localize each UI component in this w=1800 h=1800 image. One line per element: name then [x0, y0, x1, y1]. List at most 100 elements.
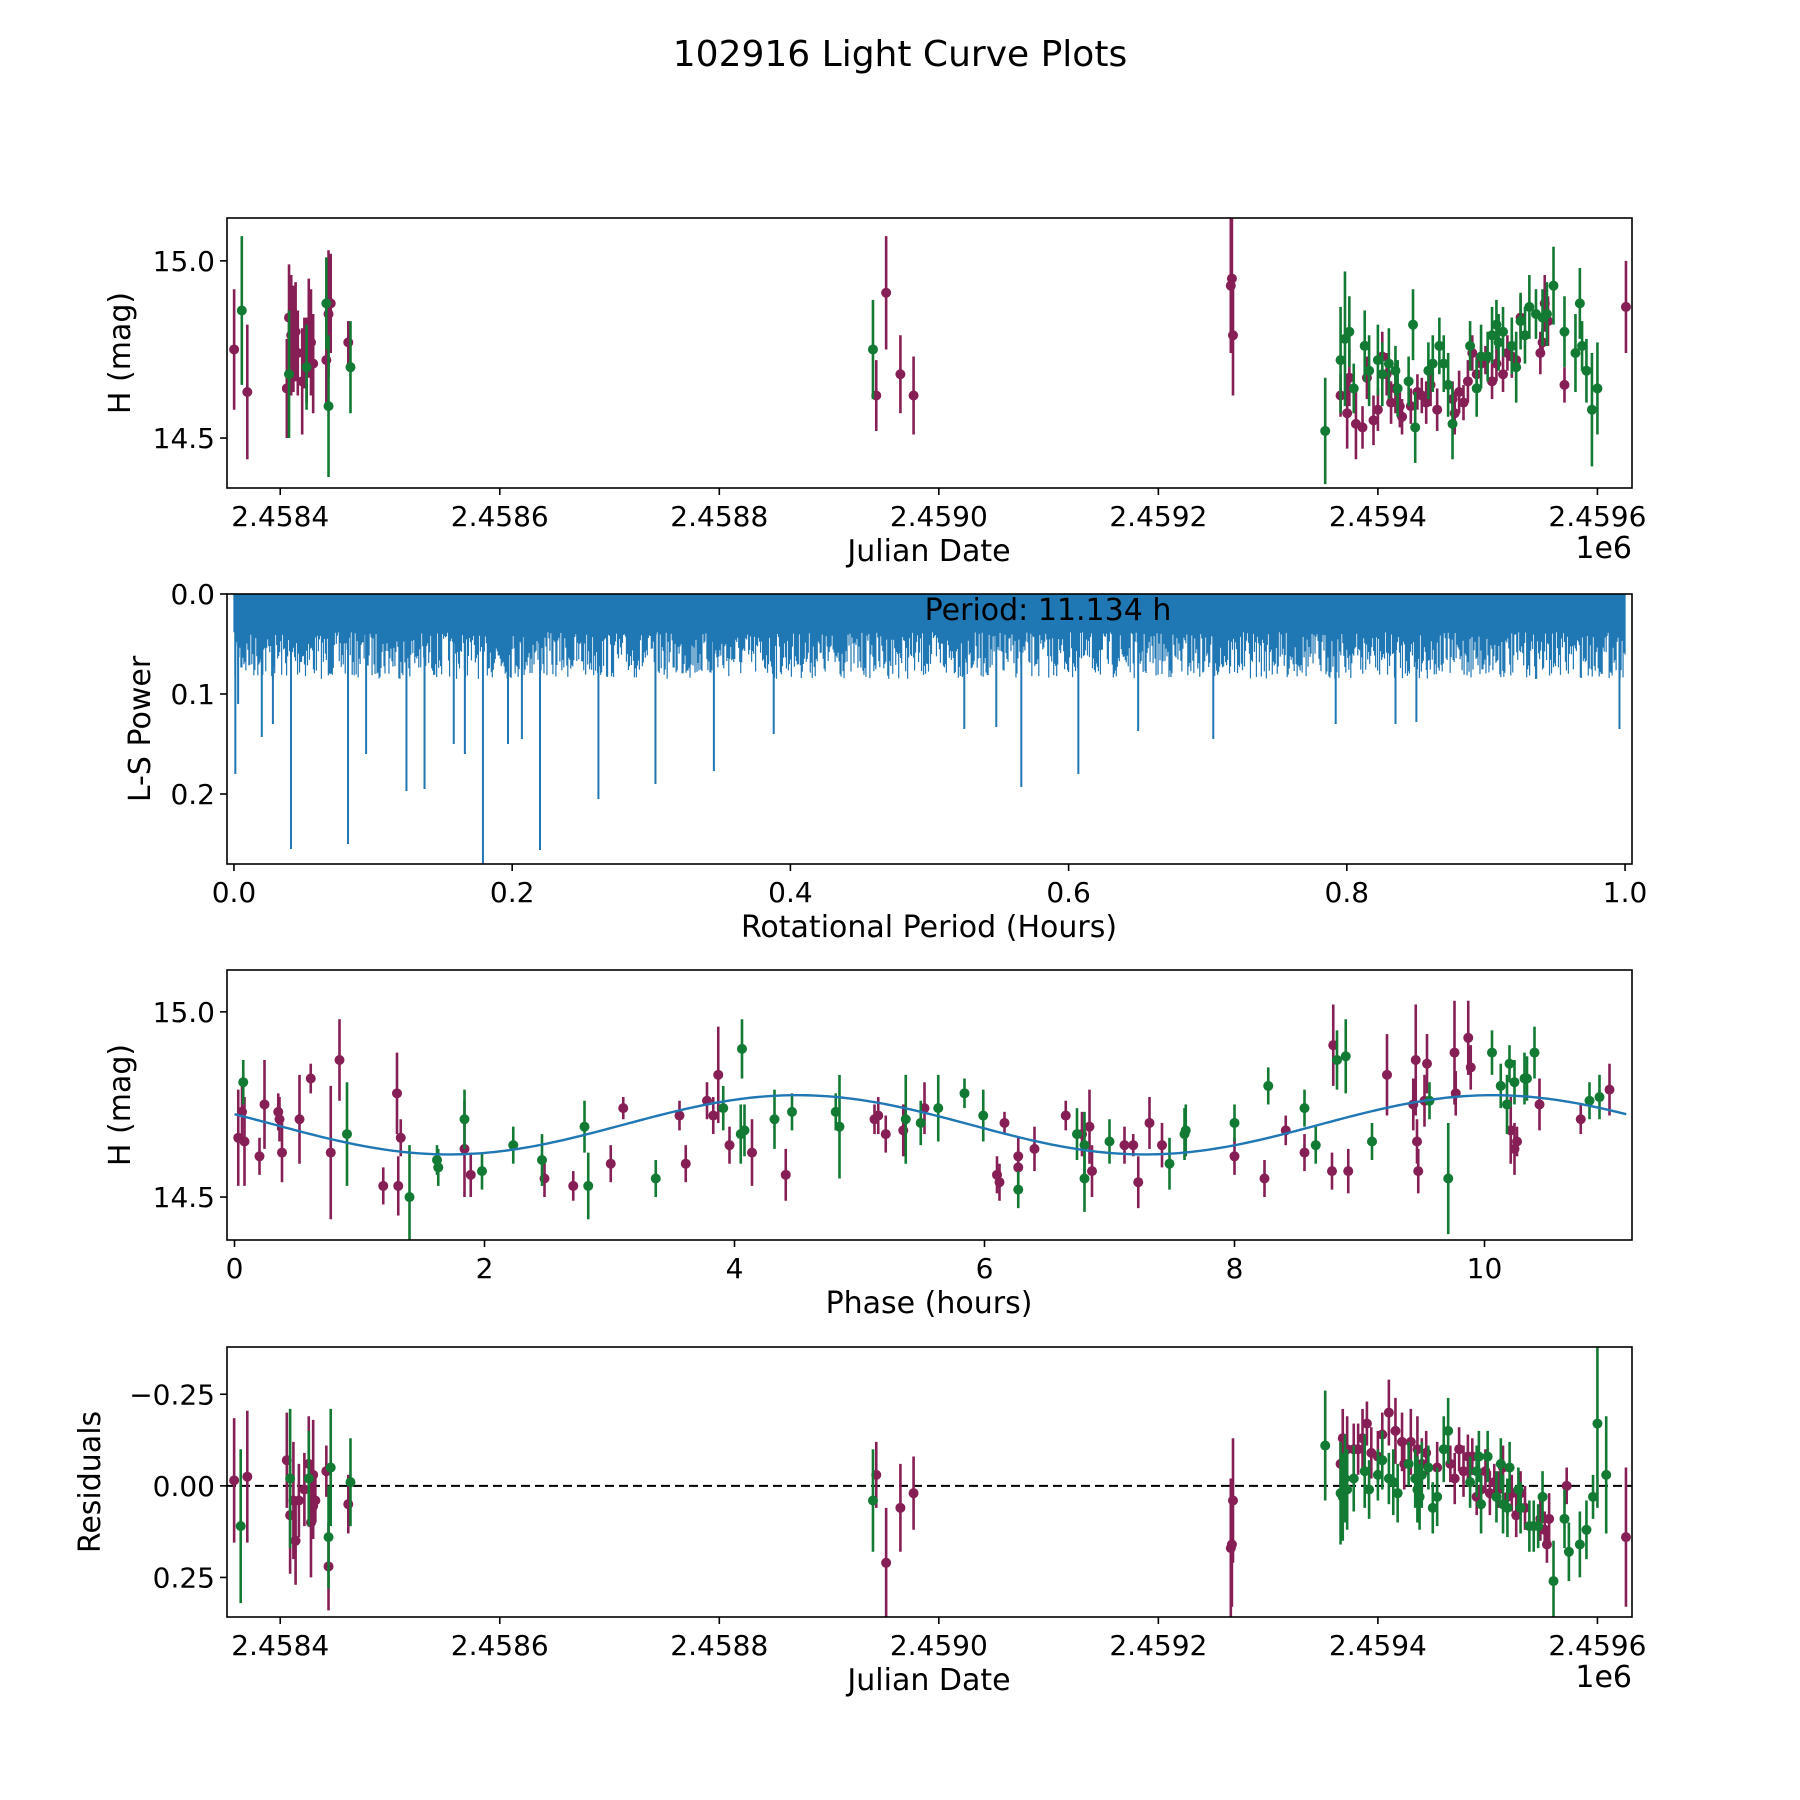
data-point	[1128, 1140, 1139, 1151]
data-point	[1449, 1473, 1460, 1484]
data-point	[1344, 326, 1355, 337]
data-point	[780, 1169, 791, 1180]
data-point	[1581, 1524, 1592, 1535]
data-point	[325, 1462, 336, 1473]
data-point	[1157, 1140, 1167, 1151]
data-point	[1432, 1491, 1443, 1502]
data-point	[739, 1125, 750, 1136]
data-point	[1342, 408, 1353, 419]
data-point	[583, 1180, 594, 1191]
data-point	[1493, 337, 1504, 348]
data-point	[242, 386, 253, 397]
data-point	[1575, 1114, 1586, 1125]
data-point	[301, 362, 312, 373]
data-point	[1072, 1129, 1082, 1140]
periodogram-x-label: Rotational Period (Hours)	[741, 910, 1117, 945]
data-point	[1443, 1173, 1454, 1184]
data-point	[342, 1129, 352, 1140]
data-point	[1471, 383, 1482, 394]
data-point	[325, 1147, 336, 1158]
x-tick-label: 2.4590	[890, 1629, 988, 1662]
data-point	[1604, 1084, 1615, 1095]
data-point	[1372, 1469, 1383, 1480]
phase-folded-axes-frame	[226, 969, 1633, 1241]
x-tick-label: 2.4592	[1109, 1629, 1207, 1662]
data-point	[1340, 1051, 1351, 1062]
data-point	[1263, 1080, 1274, 1091]
data-point	[1541, 309, 1552, 320]
residuals-axes-frame	[226, 1346, 1633, 1618]
y-tick-label: 14.5	[153, 422, 215, 455]
data-point	[299, 1484, 310, 1495]
data-point	[293, 1495, 304, 1506]
data-point	[1413, 1166, 1424, 1177]
data-point	[1299, 1103, 1310, 1114]
data-point	[1458, 397, 1469, 408]
data-point	[1390, 365, 1401, 376]
data-point	[1529, 1047, 1540, 1058]
data-point	[1084, 1121, 1095, 1132]
data-point	[1364, 365, 1375, 376]
data-point	[1359, 1466, 1370, 1477]
data-point	[1465, 1062, 1476, 1073]
data-point	[713, 1069, 724, 1080]
periodogram-x-ticks: 0.0 0.2 0.4 0.6 0.8 1.0	[212, 864, 1647, 909]
data-point	[1512, 1136, 1522, 1147]
data-point	[1359, 340, 1370, 351]
residuals-x-label: Julian Date	[845, 1663, 1010, 1698]
data-point	[1594, 1092, 1605, 1103]
data-point	[1164, 1158, 1175, 1169]
y-tick-label: 0.25	[153, 1561, 215, 1594]
data-point	[1119, 1140, 1130, 1151]
data-point	[1563, 1546, 1574, 1557]
data-point	[1548, 280, 1559, 291]
data-point	[1410, 1055, 1421, 1065]
data-point	[343, 1499, 354, 1510]
data-point	[1434, 340, 1445, 351]
data-point	[1511, 362, 1522, 373]
data-point	[1259, 1173, 1270, 1184]
data-point	[1570, 348, 1581, 358]
data-point	[1535, 348, 1546, 358]
data-point	[395, 1132, 406, 1143]
light-curve-x-ticks: 2.4584 2.4586 2.4588 2.4590 2.4592 2.4594 2.45…	[231, 488, 1646, 533]
data-point	[323, 1532, 334, 1543]
data-point	[1504, 1058, 1515, 1069]
data-point	[1601, 1469, 1612, 1480]
residuals-y-ticks: 0.25 0.00 −0.25	[129, 1378, 227, 1594]
data-point	[393, 1180, 404, 1191]
data-point	[465, 1169, 476, 1180]
periodogram-panel: 0.0 0.2 0.4 0.6 0.8 1.0 0.0 0.1 0.2 Period: 11.…	[123, 578, 1647, 945]
x-tick-label: 2.4596	[1548, 500, 1646, 533]
residuals-marks	[227, 1347, 1632, 1617]
data-point	[1506, 340, 1517, 351]
data-point	[294, 1114, 305, 1125]
data-point	[1367, 1136, 1377, 1147]
data-point	[1504, 1462, 1515, 1473]
x-tick-label: 2.4588	[670, 1629, 768, 1662]
y-tick-label: 15.0	[153, 996, 215, 1029]
data-point	[568, 1180, 579, 1191]
data-point	[1620, 1532, 1631, 1543]
x-tick-label: 2.4596	[1548, 1629, 1646, 1662]
data-point	[1548, 1576, 1559, 1587]
periodogram-marks	[233, 594, 1626, 864]
data-point	[724, 1140, 735, 1151]
y-tick-label: 14.5	[153, 1181, 215, 1214]
data-point	[834, 1121, 845, 1132]
data-point	[1320, 1440, 1331, 1451]
data-point	[236, 305, 247, 316]
light-curve-x-offset: 1e6	[1575, 531, 1632, 566]
data-point	[1515, 316, 1526, 327]
data-point	[1339, 1473, 1350, 1484]
data-point	[880, 1129, 891, 1140]
data-point	[1588, 1491, 1599, 1502]
phase-folded-y-label: H (mag)	[103, 1044, 138, 1166]
data-point	[994, 1177, 1005, 1188]
y-tick-label: 0.0	[170, 578, 215, 611]
light-curve-axes-frame	[226, 217, 1633, 489]
data-point	[1383, 358, 1394, 369]
data-point	[1471, 1466, 1482, 1477]
periodogram-line	[233, 594, 1626, 679]
light-curve-panel: 2.4584 2.4586 2.4588 2.4590 2.4592 2.4594 2.45…	[103, 217, 1646, 569]
